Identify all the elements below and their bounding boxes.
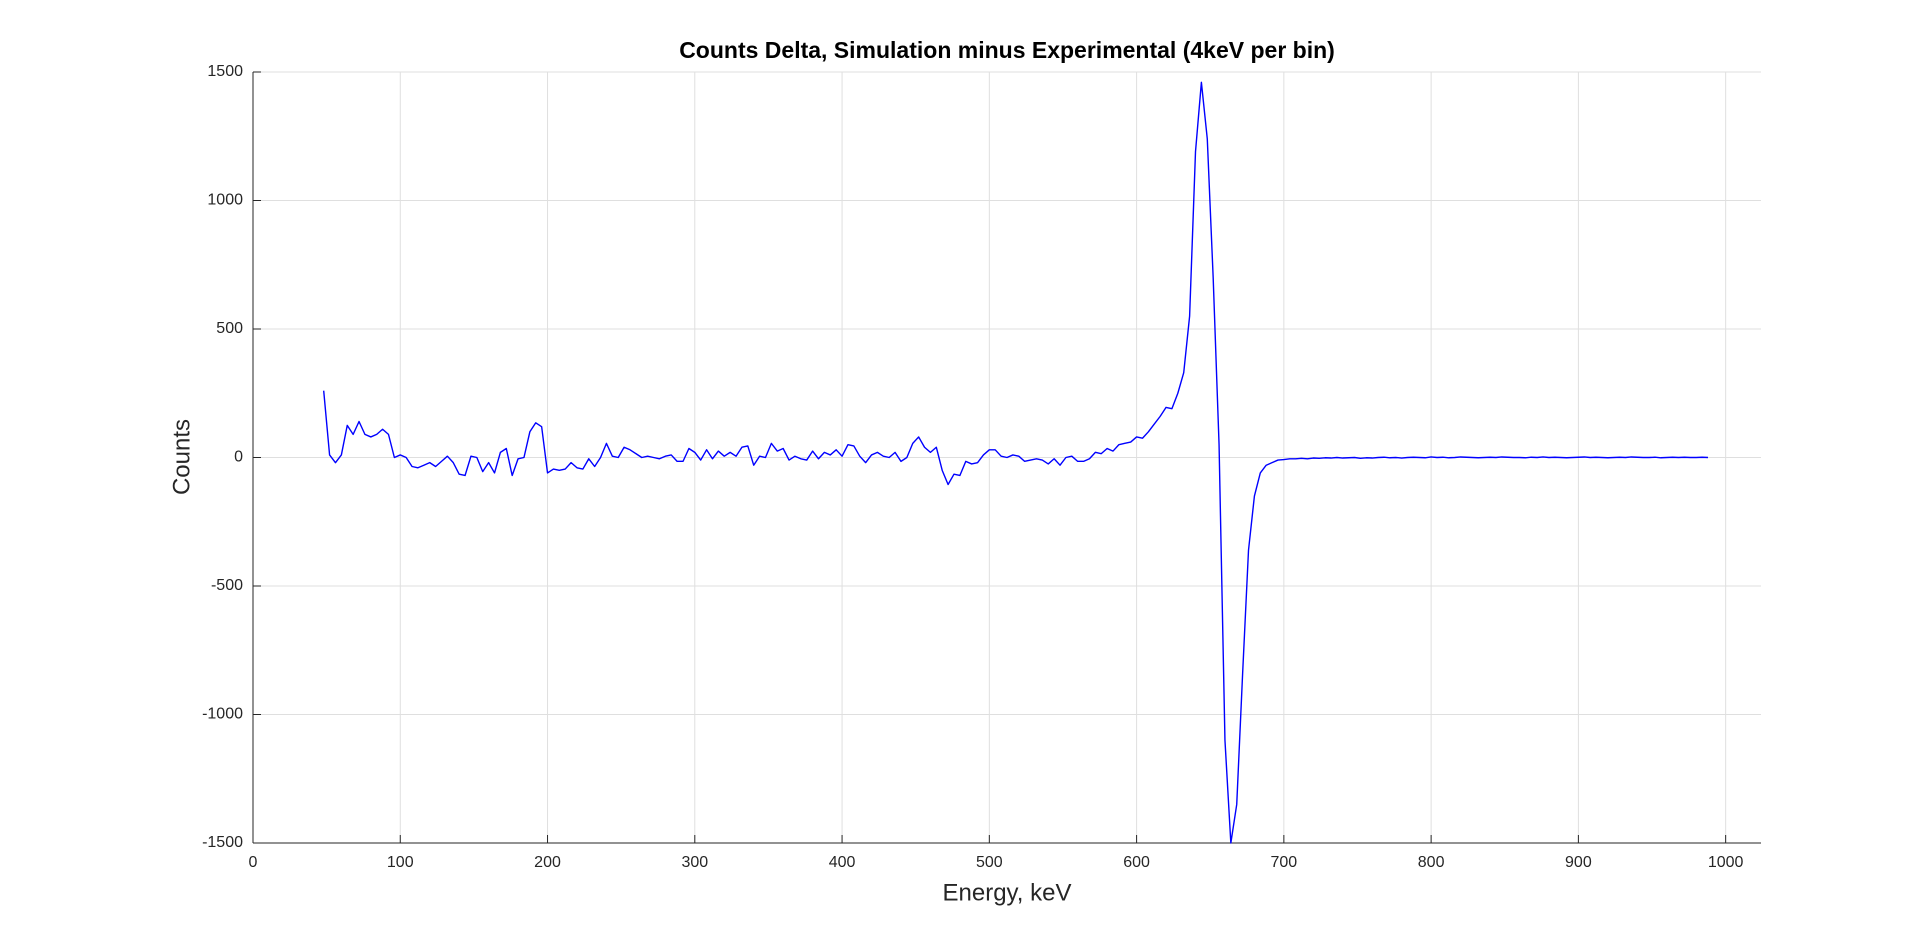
x-tick-label: 200 bbox=[534, 854, 561, 871]
x-tick-label: 0 bbox=[249, 854, 258, 871]
x-tick-label: 700 bbox=[1271, 854, 1298, 871]
y-tick-label: -500 bbox=[211, 577, 243, 594]
x-tick-label: 400 bbox=[829, 854, 856, 871]
x-tick-label: 100 bbox=[387, 854, 414, 871]
y-axis-label: Counts bbox=[168, 419, 195, 495]
y-tick-label: 1000 bbox=[207, 192, 243, 209]
x-tick-label: 300 bbox=[681, 854, 708, 871]
y-tick-label: 0 bbox=[234, 449, 243, 466]
x-tick-label: 1000 bbox=[1708, 854, 1744, 871]
y-tick-label: 500 bbox=[216, 320, 243, 337]
x-axis-label: Energy, keV bbox=[943, 879, 1072, 906]
x-tick-label: 800 bbox=[1418, 854, 1445, 871]
x-tick-label: 600 bbox=[1123, 854, 1150, 871]
y-tick-label: -1000 bbox=[202, 706, 243, 723]
data-line bbox=[322, 81, 1709, 844]
y-tick-label: -1500 bbox=[202, 834, 243, 851]
x-tick-label: 900 bbox=[1565, 854, 1592, 871]
y-tick-label: 1500 bbox=[207, 63, 243, 80]
x-tick-label: 500 bbox=[976, 854, 1003, 871]
chart-title: Counts Delta, Simulation minus Experimen… bbox=[679, 37, 1335, 63]
